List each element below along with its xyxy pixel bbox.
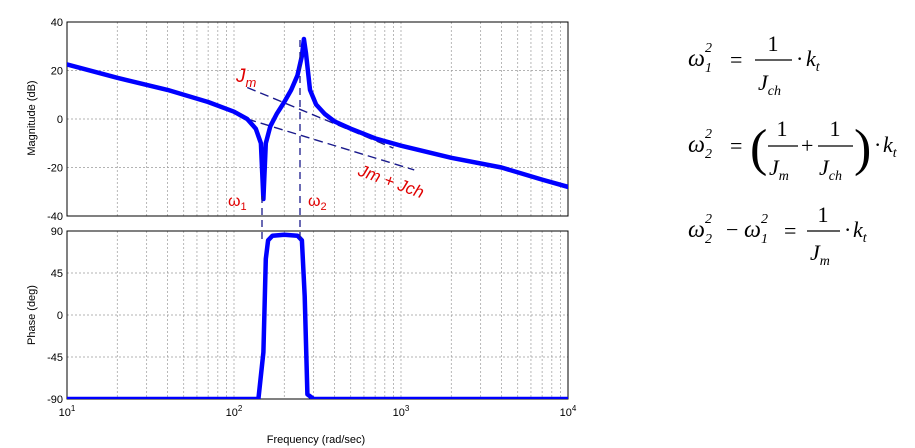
x-tick-label: 101: [59, 404, 76, 419]
eq3-omega1: ω: [744, 217, 761, 243]
annotation-omega1-sub: 1: [241, 201, 247, 213]
eq2-left-paren: (: [750, 120, 767, 177]
svg-text:Jch: Jch: [758, 70, 781, 99]
eq2-omega: ω: [688, 132, 705, 158]
eq3-numerator: 1: [818, 202, 829, 227]
eq2-equals: =: [730, 133, 742, 158]
annotation-omega1-base: ω: [228, 193, 241, 210]
magnitude-y-tick-label: -20: [47, 163, 63, 175]
eq3-k-sub: t: [863, 231, 868, 246]
x-tick-exponent: 4: [572, 404, 577, 413]
eq2-k-sub: t: [893, 146, 898, 161]
eq1-k: k: [806, 46, 817, 71]
magnitude-y-label: Magnitude (dB): [26, 80, 38, 155]
x-tick-exponent: 2: [238, 404, 243, 413]
x-tick-label: 103: [393, 404, 410, 419]
eq3-k: k: [853, 217, 864, 242]
eq3-denominator-sub: m: [820, 254, 830, 269]
phase-series-line: [67, 232, 568, 399]
frequency-x-label: Frequency (rad/sec): [267, 434, 365, 446]
x-tick-exponent: 3: [405, 404, 410, 413]
eq1-dot: ·: [796, 46, 803, 71]
magnitude-series-line: [67, 36, 568, 202]
bode-plot: 40 20 0 -20 -40 90 45 0 -45 -90 101 102 103 104 Mag…: [26, 17, 577, 446]
eq3-dot: ·: [844, 217, 851, 242]
eq3-omega2-sub: 2: [705, 232, 712, 247]
eq2-term1-j: J: [769, 155, 780, 180]
eq1-omega-sub: 1: [705, 61, 712, 76]
eq1-numerator: 1: [768, 31, 779, 56]
phase-y-tick-label: 90: [51, 226, 63, 238]
svg-text:kt: kt: [853, 217, 868, 246]
eq1-k-sub: t: [816, 60, 821, 75]
eq2-term1-sub: m: [779, 169, 789, 184]
annotation-omega2-sub: 2: [321, 201, 327, 213]
magnitude-axes-frame: [66, 21, 569, 217]
eq1-omega: ω: [688, 46, 705, 72]
annotation-omega2-base: ω: [308, 193, 321, 210]
phase-y-label: Phase (deg): [26, 285, 38, 345]
magnitude-y-tick-label: -40: [47, 211, 63, 223]
eq1-denominator-j: J: [758, 70, 769, 95]
eq1-denominator-sub: ch: [768, 84, 781, 99]
x-tick-label: 102: [226, 404, 243, 419]
svg-text:ω22: ω2 2: [688, 127, 712, 162]
annotation-omega2: ω2: [308, 193, 327, 213]
annotation-jm: Jm: [235, 66, 257, 90]
eq2-right-paren: ): [854, 120, 871, 177]
eq3-omega2-sup: 2: [705, 212, 712, 227]
eq2-term2-j: J: [819, 155, 830, 180]
eq2-dot: ·: [874, 132, 881, 157]
svg-text:Jm: Jm: [769, 155, 789, 184]
eq1-omega-sup: 2: [705, 41, 712, 56]
eq3-omega2: ω: [688, 217, 705, 243]
eq2-term2-numerator: 1: [830, 116, 841, 141]
eq2-term1-numerator: 1: [777, 116, 788, 141]
x-tick-label: 104: [560, 404, 577, 419]
svg-text:kt: kt: [883, 132, 898, 161]
eq3-equals: =: [784, 218, 796, 243]
magnitude-y-tick-label: 0: [57, 114, 63, 126]
eq2-omega-sup: 2: [705, 127, 712, 142]
magnitude-grid: [67, 22, 568, 216]
phase-y-tick-label: -45: [47, 352, 63, 364]
eq1-equals: =: [730, 47, 742, 72]
eq3-denominator-j: J: [810, 240, 821, 265]
eq3-minus: −: [726, 217, 738, 242]
asymptote-jm-plus-jch: [247, 118, 415, 171]
annotation-jm-plus-jch: Jm + Jch: [355, 161, 427, 203]
asymptote-lines: [246, 86, 415, 171]
svg-text:ω12: ω1 2: [744, 212, 768, 247]
magnitude-y-tick-label: 20: [51, 66, 63, 78]
svg-text:ω22: ω2 2: [688, 212, 712, 247]
svg-text:ω12: ω1 2: [688, 41, 712, 76]
eq2-term2-sub: ch: [829, 169, 842, 184]
annotation-jm-base: J: [235, 66, 246, 87]
annotation-omega1: ω1: [228, 193, 247, 213]
eq3-omega1-sup: 2: [761, 212, 768, 227]
phase-y-tick-label: 0: [57, 310, 63, 322]
eq3-omega1-sub: 1: [761, 232, 768, 247]
equation-difference: ω22 − ω12 = 1 Jm · kt: [688, 202, 868, 269]
eq2-plus: +: [801, 133, 813, 158]
svg-text:kt: kt: [806, 46, 821, 75]
magnitude-y-tick-label: 40: [51, 17, 63, 29]
phase-y-tick-label: -90: [47, 394, 63, 406]
eq2-omega-sub: 2: [705, 147, 712, 162]
eq2-k: k: [883, 132, 894, 157]
svg-text:Jch: Jch: [819, 155, 842, 184]
annotation-jm-sub: m: [246, 75, 257, 90]
equation-omega1: ω12 = 1 Jch · kt: [688, 31, 821, 99]
phase-grid: [67, 231, 568, 399]
x-tick-exponent: 1: [71, 404, 76, 413]
equations-panel: ω12 = 1 Jch · kt ω22 = ( 1 Jm + 1 Jch ) …: [688, 31, 898, 269]
svg-text:Jm: Jm: [810, 240, 830, 269]
phase-y-tick-label: 45: [51, 268, 63, 280]
equation-omega2: ω2 2 = ( 1 Jm + 1 Jch ) · kt: [688, 116, 898, 184]
